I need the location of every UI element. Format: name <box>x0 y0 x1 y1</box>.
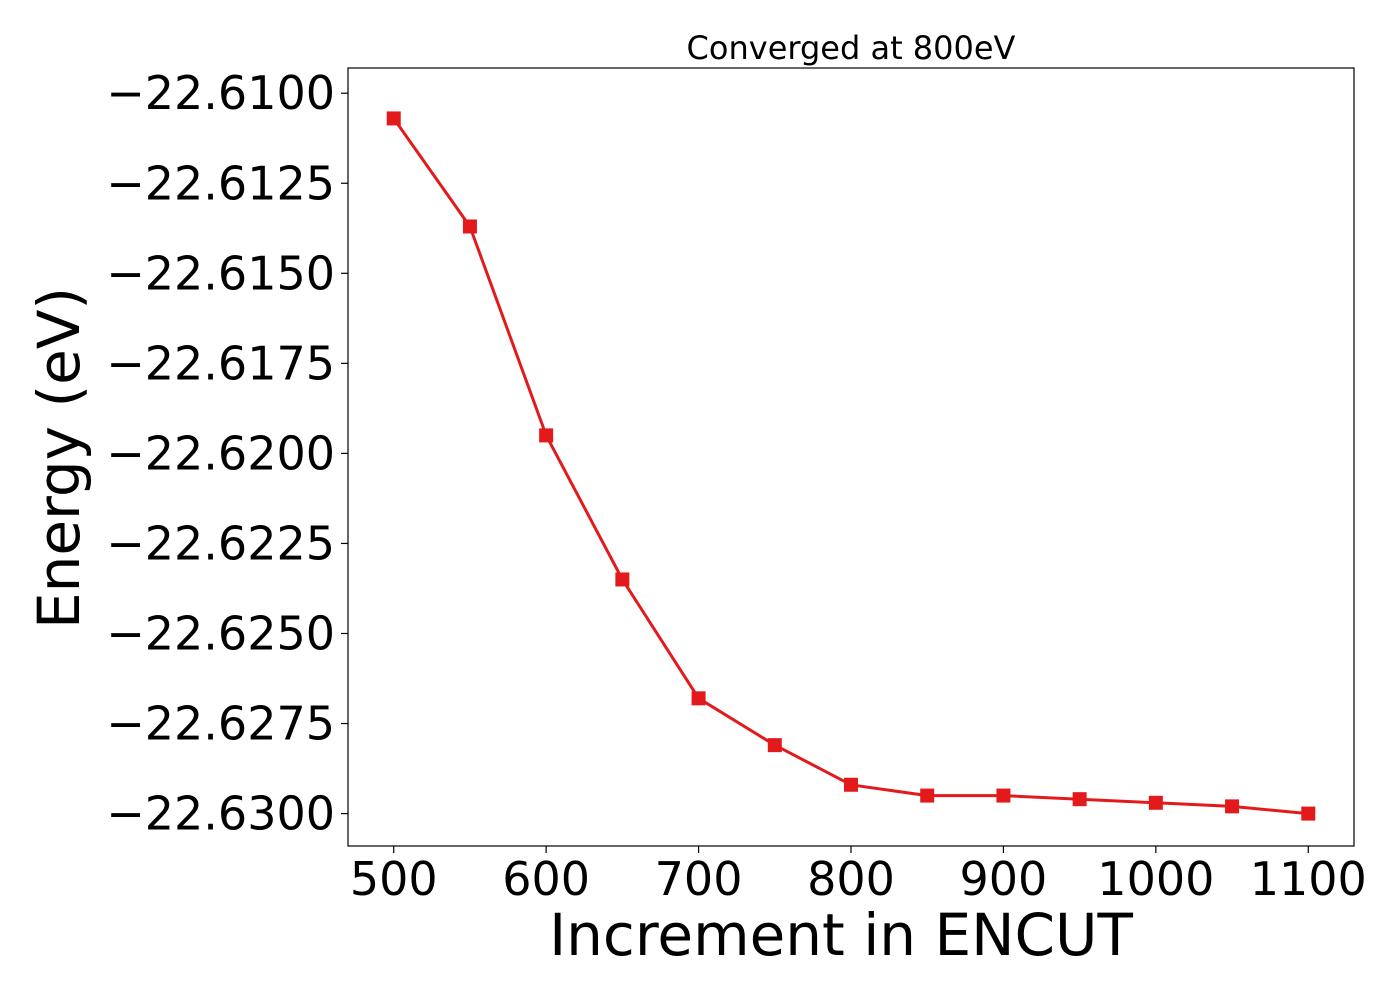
data-point-marker <box>920 788 935 803</box>
series-layer <box>386 111 1316 821</box>
data-point-marker <box>1148 795 1163 810</box>
y-tick-label: −22.6125 <box>106 156 335 210</box>
y-tick-label: −22.6275 <box>106 697 335 751</box>
y-tick-label: −22.6250 <box>106 606 335 660</box>
x-tick-label: 700 <box>655 852 743 906</box>
y-tick-label: −22.6225 <box>106 516 335 570</box>
chart-title: Converged at 800eV <box>687 29 1016 67</box>
plot-frame <box>347 67 1355 847</box>
data-point-marker <box>767 738 782 753</box>
data-point-marker <box>844 777 858 792</box>
y-tick-label: −22.6200 <box>106 426 335 480</box>
data-point-marker <box>996 788 1011 803</box>
data-point-marker <box>462 219 477 234</box>
y-tick-label: −22.6175 <box>106 336 335 390</box>
data-point-marker <box>539 428 554 443</box>
x-tick-label: 1000 <box>1097 852 1214 906</box>
data-point-marker <box>615 572 630 587</box>
data-point-marker <box>1301 806 1316 821</box>
x-tick-label: 1100 <box>1250 852 1367 906</box>
data-point-marker <box>691 691 706 706</box>
x-axis: 500 600 700 800 900 1000 1100 <box>350 846 1367 906</box>
y-tick-label: −22.6300 <box>106 787 335 841</box>
y-axis: −22.6100 −22.6125 −22.6150 −22.6175 −22.6200… <box>106 66 348 841</box>
data-point-marker <box>386 111 401 126</box>
y-axis-title: Energy (eV) <box>25 287 93 629</box>
x-tick-label: 800 <box>807 852 895 906</box>
x-tick-label: 600 <box>502 852 590 906</box>
plot-background <box>348 68 1354 846</box>
x-axis-title: Increment in ENCUT <box>549 901 1133 969</box>
data-point-marker <box>1072 792 1087 807</box>
x-tick-label: 500 <box>350 852 438 906</box>
x-tick-label: 900 <box>960 852 1048 906</box>
y-tick-label: −22.6100 <box>106 66 335 120</box>
data-point-marker <box>1225 799 1240 814</box>
y-tick-label: −22.6150 <box>106 246 335 300</box>
